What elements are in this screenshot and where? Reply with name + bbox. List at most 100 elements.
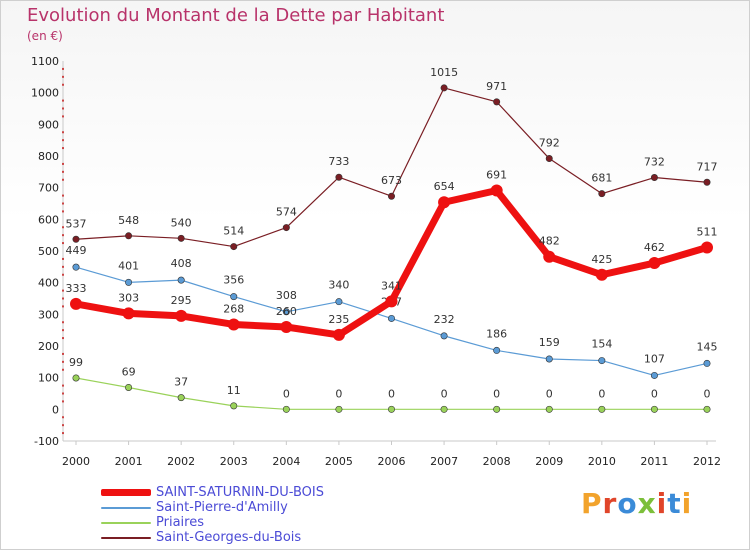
y-minor-tick — [62, 400, 64, 403]
y-tick-label: 900 — [38, 118, 59, 131]
y-minor-tick — [62, 147, 64, 150]
data-label: 540 — [171, 216, 192, 229]
data-point — [598, 405, 606, 413]
data-label: 574 — [276, 206, 297, 219]
y-minor-tick — [62, 226, 64, 229]
logo-letter: o — [617, 487, 638, 520]
data-label: 37 — [174, 376, 188, 389]
data-point — [177, 234, 185, 242]
y-minor-tick — [62, 115, 64, 118]
data-point — [230, 243, 238, 251]
logo-letter: i — [681, 487, 693, 520]
data-point — [72, 263, 80, 271]
data-label: 732 — [644, 156, 665, 169]
x-tick-label: 2002 — [167, 455, 195, 468]
y-tick-label: 700 — [38, 182, 59, 195]
data-point — [598, 190, 606, 198]
y-minor-tick — [62, 297, 64, 300]
data-point — [335, 173, 343, 181]
y-tick-label: 500 — [38, 245, 59, 258]
data-point — [227, 318, 240, 331]
data-point — [335, 298, 343, 306]
data-label: 232 — [434, 313, 455, 326]
legend-label: Priaires — [156, 515, 204, 530]
y-minor-tick — [62, 273, 64, 276]
y-tick-label: 300 — [38, 308, 59, 321]
x-tick-label: 2011 — [640, 455, 668, 468]
data-label: 654 — [434, 180, 455, 193]
data-label: 971 — [486, 80, 507, 93]
y-minor-tick — [62, 265, 64, 268]
data-point — [122, 307, 135, 320]
data-point — [385, 295, 398, 308]
data-label: 99 — [69, 356, 83, 369]
y-tick-label: 1100 — [31, 55, 59, 68]
data-label: 792 — [539, 137, 560, 150]
data-label: 260 — [276, 305, 297, 318]
data-label: 186 — [486, 327, 507, 340]
data-label: 145 — [697, 340, 718, 353]
x-tick-label: 2007 — [430, 455, 458, 468]
data-point — [230, 402, 238, 410]
y-tick-label: 600 — [38, 213, 59, 226]
data-point — [440, 84, 448, 92]
data-label: 0 — [546, 387, 553, 400]
data-point — [125, 278, 133, 286]
chart-title: Evolution du Montant de la Dette par Hab… — [27, 5, 445, 26]
data-label: 514 — [223, 225, 244, 238]
y-minor-tick — [62, 194, 64, 197]
data-point — [177, 276, 185, 284]
data-point — [335, 405, 343, 413]
data-point — [72, 374, 80, 382]
proxiti-logo: Proxiti — [581, 487, 692, 520]
legend-label: SAINT-SATURNIN-DU-BOIS — [156, 485, 324, 500]
data-point — [650, 405, 658, 413]
data-point — [72, 235, 80, 243]
data-label: 69 — [122, 365, 136, 378]
logo-letter: r — [602, 487, 618, 520]
x-tick-label: 2009 — [535, 455, 563, 468]
data-point — [125, 383, 133, 391]
data-point — [493, 346, 501, 354]
y-minor-tick — [62, 337, 64, 340]
x-tick-label: 2001 — [115, 455, 143, 468]
y-minor-tick — [62, 210, 64, 213]
y-tick-label: -100 — [34, 435, 59, 448]
data-label: 0 — [388, 387, 395, 400]
data-label: 268 — [223, 302, 244, 315]
y-tick-label: 800 — [38, 150, 59, 163]
y-minor-tick — [62, 329, 64, 332]
y-minor-tick — [62, 202, 64, 205]
data-label: 235 — [328, 313, 349, 326]
data-point — [701, 241, 713, 254]
y-minor-tick — [62, 257, 64, 260]
data-point — [595, 268, 608, 281]
y-minor-tick — [62, 305, 64, 308]
data-label: 401 — [118, 259, 139, 272]
y-minor-tick — [62, 242, 64, 245]
data-label: 1015 — [430, 66, 458, 79]
data-point — [490, 184, 503, 197]
data-label: 295 — [171, 294, 192, 307]
data-label: 0 — [335, 387, 342, 400]
data-point — [387, 405, 395, 413]
x-tick-label: 2004 — [272, 455, 300, 468]
data-point — [177, 394, 185, 402]
x-tick-label: 2003 — [220, 455, 248, 468]
x-tick-label: 2006 — [378, 455, 406, 468]
data-point — [282, 308, 290, 316]
y-minor-tick — [62, 107, 64, 110]
y-tick-label: 0 — [52, 403, 59, 416]
data-point — [545, 355, 553, 363]
data-label: 537 — [66, 217, 87, 230]
data-point — [440, 332, 448, 340]
y-tick-label: 200 — [38, 340, 59, 353]
y-minor-tick — [62, 289, 64, 292]
y-tick-label: 400 — [38, 277, 59, 290]
data-label: 691 — [486, 169, 507, 182]
data-label: 0 — [283, 387, 290, 400]
y-minor-tick — [62, 368, 64, 371]
y-minor-tick — [62, 67, 64, 70]
y-tick-label: 1000 — [31, 87, 59, 100]
